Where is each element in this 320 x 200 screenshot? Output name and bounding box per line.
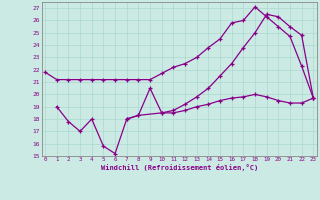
X-axis label: Windchill (Refroidissement éolien,°C): Windchill (Refroidissement éolien,°C) — [100, 164, 258, 171]
